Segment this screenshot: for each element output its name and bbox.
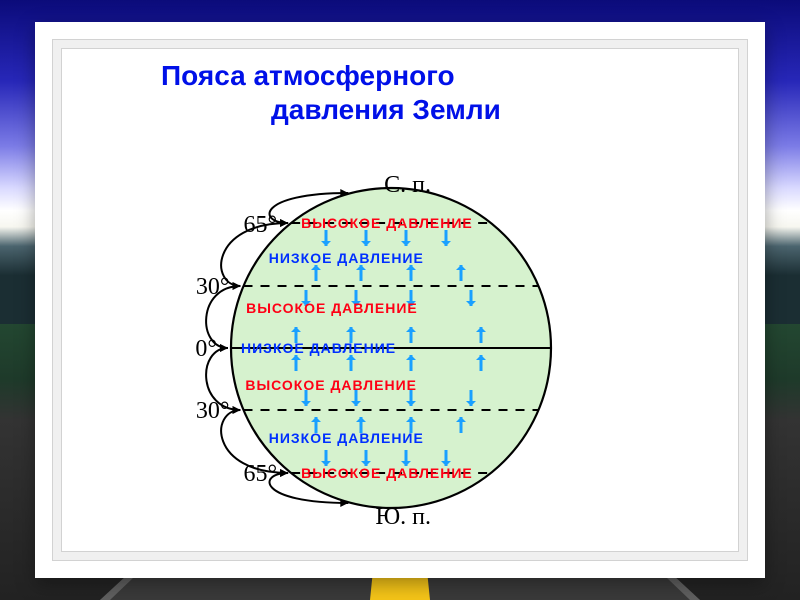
- diagram-label: 65°: [217, 212, 277, 239]
- diagram-label: ВЫСОКОЕ ДАВЛЕНИЕ: [246, 300, 418, 316]
- diagram-label: НИЗКОЕ ДАВЛЕНИЕ: [269, 430, 424, 446]
- diagram-label: НИЗКОЕ ДАВЛЕНИЕ: [269, 250, 424, 266]
- slide-card: Пояса атмосферного давления Земли С. п. В…: [35, 22, 765, 578]
- diagram-label: 0°: [157, 336, 217, 363]
- diagram-label: Ю. п.: [371, 504, 431, 531]
- diagram-label: 65°: [217, 461, 277, 488]
- diagram-label: ВЫСОКОЕ ДАВЛЕНИЕ: [245, 377, 417, 393]
- diagram-label: ВЫСОКОЕ ДАВЛЕНИЕ: [301, 465, 473, 481]
- title-line-2: давления Земли: [271, 94, 501, 126]
- slide-frame: Пояса атмосферного давления Земли С. п. В…: [53, 40, 747, 560]
- diagram-label: С. п.: [371, 172, 431, 199]
- diagram-label: 30°: [170, 398, 230, 425]
- pressure-belts-diagram: С. п. ВЫСОКОЕ ДАВЛЕНИЕ 65° НИЗКОЕ ДАВЛЕНИЕ 3…: [111, 138, 611, 558]
- diagram-label: НИЗКОЕ ДАВЛЕНИЕ: [241, 340, 396, 356]
- title-line-1: Пояса атмосферного: [161, 60, 455, 92]
- diagram-label: 30°: [170, 274, 230, 301]
- diagram-label: ВЫСОКОЕ ДАВЛЕНИЕ: [301, 215, 473, 231]
